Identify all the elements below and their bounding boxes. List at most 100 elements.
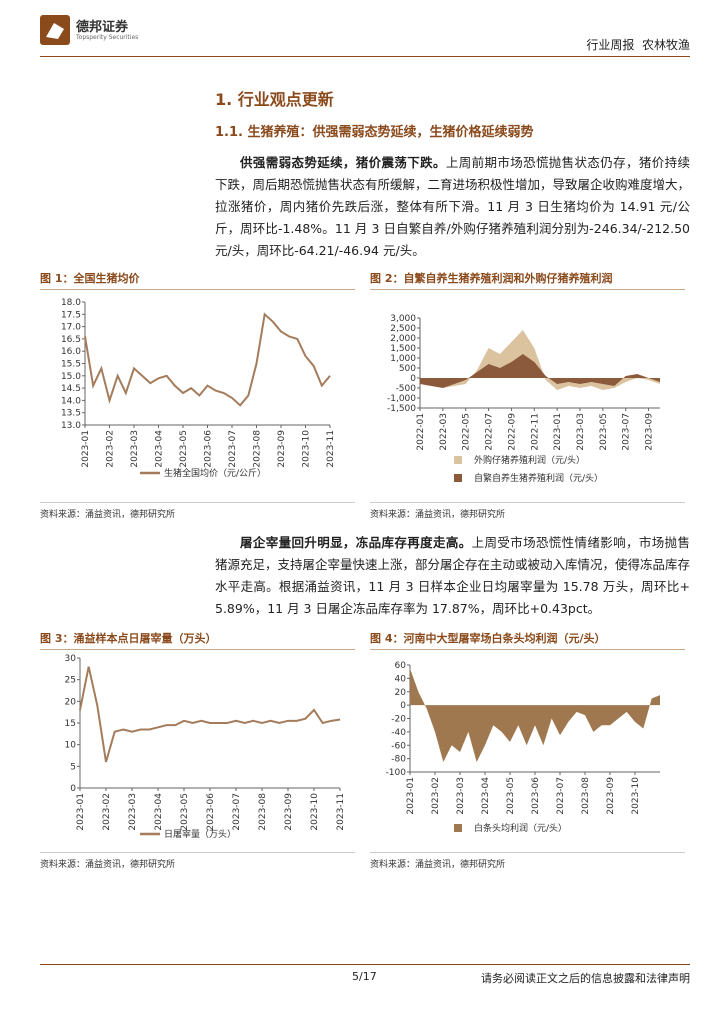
legend-label: 外购仔猪养殖利润（元/头） bbox=[474, 454, 585, 466]
x-tick-label: 2023-08 bbox=[253, 430, 263, 468]
source: 资料来源：涌益资讯，德邦研究所 bbox=[370, 852, 685, 870]
logo-icon bbox=[40, 15, 70, 45]
y-tick-label: 13.5 bbox=[61, 409, 81, 419]
y-tick-label: 30 bbox=[65, 654, 77, 664]
y-tick-label: 60 bbox=[395, 661, 407, 671]
x-tick-label: 2023-03 bbox=[456, 777, 466, 815]
y-tick-label: -1,000 bbox=[387, 394, 416, 404]
header-rule bbox=[40, 56, 690, 57]
lead: 屠企宰量回升明显，冻品库存再度走高。 bbox=[240, 535, 472, 550]
y-tick-label: 17.0 bbox=[61, 323, 81, 333]
x-tick-label: 2023-06 bbox=[206, 793, 216, 831]
line bbox=[84, 312, 331, 407]
x-tick-label: 2022-07 bbox=[485, 413, 495, 451]
legend-label: 自繁自养生猪养殖利润（元/头） bbox=[474, 472, 603, 484]
paragraph: 供强需弱态势延续，猪价震荡下跌。上周前期市场恐慌抛售状态仍存，猪价持续下跌，周后… bbox=[215, 152, 690, 262]
x-tick-label: 2023-02 bbox=[431, 777, 441, 815]
paragraph: 屠企宰量回升明显，冻品库存再度走高。上周受市场恐慌性情绪影响，市场抛售猪源充足，… bbox=[215, 532, 690, 620]
y-tick-label: 13.0 bbox=[61, 421, 81, 431]
line bbox=[79, 666, 341, 763]
y-tick-label: 17.5 bbox=[61, 310, 81, 320]
y-tick-label: 15.5 bbox=[61, 360, 81, 370]
x-tick-label: 2023-06 bbox=[204, 430, 214, 468]
legend-swatch bbox=[454, 456, 462, 464]
x-tick-label: 2023-09 bbox=[606, 777, 616, 815]
x-tick-label: 2023-01 bbox=[553, 413, 563, 451]
subsection-title: 1.1. 生猪养殖：供强需弱态势延续，生猪价格延续弱势 bbox=[215, 125, 534, 140]
x-tick-label: 2022-05 bbox=[462, 413, 472, 451]
y-tick-label: -60 bbox=[391, 741, 406, 751]
y-tick-label: 0 bbox=[400, 701, 406, 711]
legend-swatch bbox=[454, 474, 462, 482]
x-tick-label: 2023-01 bbox=[81, 430, 91, 468]
header-right: 行业周报 农林牧渔 bbox=[586, 38, 690, 52]
y-tick-label: 16.5 bbox=[61, 335, 81, 345]
y-tick-label: 2,500 bbox=[390, 324, 416, 334]
x-tick-label: 2023-11 bbox=[326, 430, 336, 468]
x-tick-label: 2022-09 bbox=[507, 413, 517, 451]
x-tick-label: 2023-05 bbox=[599, 413, 609, 451]
figure-title: 图 1：全国生猪均价 bbox=[40, 270, 355, 290]
page-number: 5/17 bbox=[352, 970, 377, 983]
x-tick-label: 2023-07 bbox=[232, 793, 242, 831]
area bbox=[420, 354, 660, 388]
lead: 供强需弱态势延续，猪价震荡下跌。 bbox=[240, 155, 446, 170]
x-tick-label: 2023-09 bbox=[277, 430, 287, 468]
disclaimer: 请务必阅读正文之后的信息披露和法律声明 bbox=[481, 972, 690, 985]
y-tick-label: 16.0 bbox=[61, 347, 81, 357]
legend-label: 白条头均利润（元/头） bbox=[474, 822, 567, 834]
x-tick-label: 2023-11 bbox=[336, 793, 346, 831]
x-tick-label: 2023-10 bbox=[310, 793, 320, 831]
x-tick-label: 2023-10 bbox=[631, 777, 641, 815]
x-tick-label: 2023-09 bbox=[645, 413, 655, 451]
logo-en: Topsperity Securities bbox=[76, 34, 139, 41]
chart: 13.0 13.5 14.0 14.5 15.0 15.5 16.0 16.5 17.0 17.5… bbox=[61, 298, 336, 479]
x-tick-label: 2022-03 bbox=[439, 413, 449, 451]
x-tick-label: 2023-04 bbox=[481, 777, 491, 815]
y-tick-label: -100 bbox=[386, 768, 407, 778]
y-tick-label: 0 bbox=[410, 374, 416, 384]
y-tick-label: 2,000 bbox=[390, 334, 416, 344]
y-tick-label: 20 bbox=[65, 697, 77, 707]
x-tick-label: 2023-03 bbox=[576, 413, 586, 451]
y-tick-label: 20 bbox=[395, 688, 407, 698]
x-tick-label: 2023-07 bbox=[622, 413, 632, 451]
figure-title: 图 2：自繁自养生猪养殖利润和外购仔猪养殖利润 bbox=[370, 270, 685, 290]
y-tick-label: -40 bbox=[391, 728, 406, 738]
x-tick-label: 2023-04 bbox=[154, 793, 164, 831]
y-tick-label: 500 bbox=[399, 364, 416, 374]
x-tick-label: 2023-03 bbox=[128, 793, 138, 831]
y-tick-label: -1,500 bbox=[387, 404, 416, 414]
x-tick-label: 2023-08 bbox=[581, 777, 591, 815]
y-tick-label: 0 bbox=[70, 784, 76, 794]
y-tick-label: 15 bbox=[65, 719, 76, 729]
y-tick-label: -500 bbox=[396, 384, 417, 394]
y-tick-label: 1,000 bbox=[390, 354, 416, 364]
x-tick-label: 2023-01 bbox=[406, 777, 416, 815]
y-tick-label: -80 bbox=[391, 755, 406, 765]
x-tick-label: 2022-01 bbox=[416, 413, 426, 451]
x-tick-label: 2023-04 bbox=[155, 430, 165, 468]
y-tick-label: 1,500 bbox=[390, 344, 416, 354]
x-tick-label: 2023-05 bbox=[506, 777, 516, 815]
legend-label: 生猪全国均价（元/公斤） bbox=[164, 467, 266, 479]
x-tick-label: 2023-05 bbox=[180, 793, 190, 831]
y-tick-label: 10 bbox=[65, 741, 77, 751]
area bbox=[410, 668, 660, 762]
y-tick-label: -20 bbox=[391, 715, 406, 725]
footer-rule bbox=[40, 964, 690, 965]
source: 资料来源：涌益资讯，德邦研究所 bbox=[40, 852, 355, 870]
source: 资料来源：涌益资讯，德邦研究所 bbox=[40, 502, 355, 520]
x-tick-label: 2023-07 bbox=[556, 777, 566, 815]
x-tick-label: 2023-05 bbox=[179, 430, 189, 468]
x-tick-label: 2023-03 bbox=[130, 430, 140, 468]
x-tick-label: 2023-01 bbox=[76, 793, 86, 831]
y-tick-label: 5 bbox=[70, 762, 76, 772]
y-tick-label: 40 bbox=[395, 674, 407, 684]
y-tick-label: 15.0 bbox=[61, 372, 81, 382]
x-tick-label: 2023-10 bbox=[302, 430, 312, 468]
y-tick-label: 18.0 bbox=[61, 298, 81, 308]
figure-title: 图 3：涌益样本点日屠宰量（万头） bbox=[40, 630, 355, 650]
chart: 0 5 10 15 20 25 30 2023-01 2023-02 2023-03 2023-04… bbox=[65, 654, 346, 840]
